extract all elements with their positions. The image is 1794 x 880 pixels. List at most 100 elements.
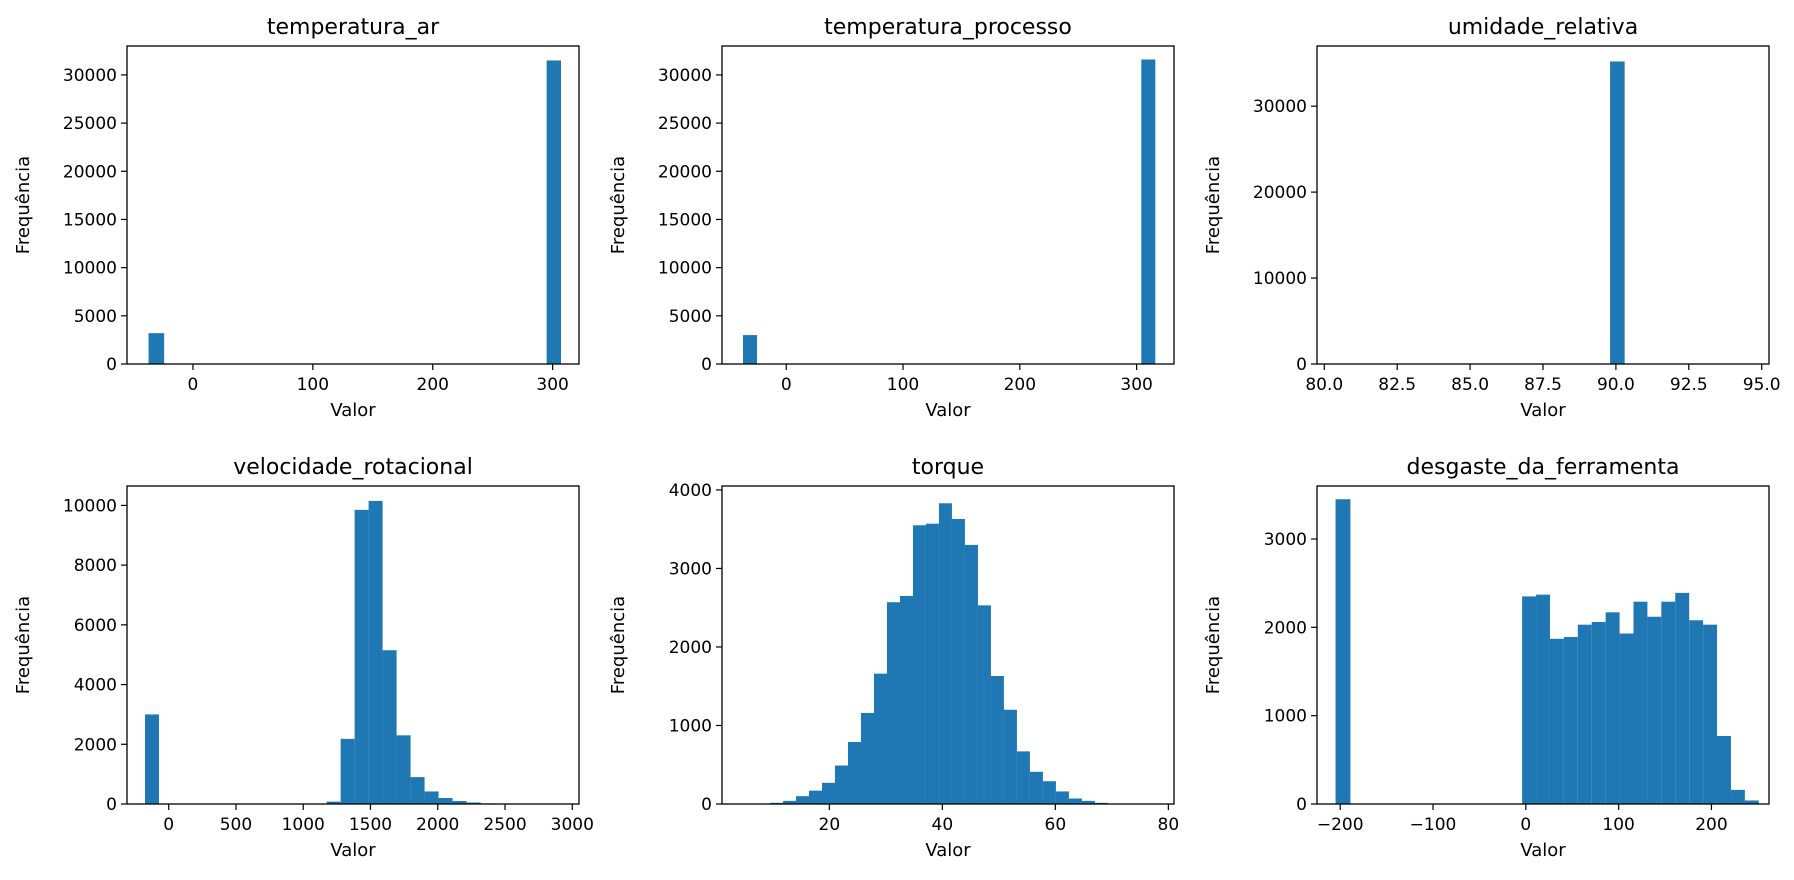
x-tick-label: 200 [1695,815,1727,835]
y-tick-label: 10000 [1253,269,1307,289]
histogram-bar [1689,620,1704,804]
y-tick-label: 0 [1296,795,1307,815]
subplot-title: umidade_relativa [1448,15,1638,40]
y-tick-label: 25000 [63,114,117,134]
x-tick-label: 85.0 [1451,375,1489,395]
subplot-temperatura_ar: 0 100 200 300 0 5000 10000 15000 20000 25000 30000… [13,15,580,421]
histogram-bar [964,544,978,804]
x-axis-label: Valor [330,840,376,861]
x-tick-label: 80 [1158,815,1180,835]
subplot-title: temperatura_processo [824,15,1072,40]
subplot-title: velocidade_rotacional [233,455,473,480]
histogram-bar [452,801,467,804]
axes-frame [721,485,1175,805]
histogram-bar [1703,624,1718,804]
histogram-bar [1563,637,1578,804]
axes-frame [126,485,580,805]
y-axis-label: Frequência [13,156,34,254]
histogram-bar [1003,709,1017,804]
x-tick-label: −200 [1317,815,1364,835]
x-axis-label: Valor [1520,840,1566,861]
histogram-bar [925,523,939,804]
y-axis-label: Frequência [1203,156,1224,254]
histogram-bar [990,676,1004,804]
y-tick-label: 0 [1296,355,1307,375]
histogram-bar [1536,594,1550,804]
x-tick-label: 3000 [551,815,594,835]
x-tick-label: 60 [1045,815,1067,835]
axes-frame [721,45,1175,365]
histogram-bar [1661,601,1676,804]
x-tick-label: 82.5 [1378,375,1416,395]
histogram-bar [326,801,341,804]
histogram-bar [1141,59,1156,365]
histogram-bar [438,798,453,804]
histogram-bar [1744,800,1759,804]
x-tick-label: 300 [1120,375,1152,395]
y-tick-label: 6000 [74,616,117,636]
histogram-bar [1619,633,1634,804]
y-tick-label: 0 [106,355,117,375]
y-tick-label: 0 [106,795,117,815]
x-tick-label: 2500 [483,815,526,835]
y-tick-label: 2000 [669,638,712,658]
histogram-bar [145,714,160,804]
histogram-bar [466,802,481,804]
histogram-bar [1730,789,1745,804]
histogram-bar [340,738,355,804]
histogram-bar [1055,791,1069,804]
histogram-bar [1577,624,1592,804]
y-tick-label: 3000 [1264,530,1307,550]
x-tick-label: 100 [297,375,329,395]
axes-frame [1316,45,1770,365]
x-axis-label: Valor [925,400,971,421]
x-tick-label: 500 [220,815,252,835]
subplot-desgaste_da_ferramenta: −200 −100 0 100 2000100020003000desgaste_da_… [1203,455,1770,861]
x-tick-label: 87.5 [1524,375,1562,395]
histogram-bar [796,796,810,804]
histogram-bar [951,518,965,804]
histogram-bar [424,791,439,804]
y-tick-label: 5000 [669,307,712,327]
y-tick-label: 30000 [658,66,712,86]
x-tick-label: 90.0 [1597,375,1635,395]
subplot-umidade_relativa: 80.0 82.5 85.0 87.5 90.0 92.5 95.0 0 10000 20000 3… [1203,15,1781,421]
y-tick-label: 2000 [1264,618,1307,638]
y-tick-label: 20000 [63,162,117,182]
x-tick-label: 2000 [416,815,459,835]
y-tick-label: 8000 [74,556,117,576]
x-tick-label: 80.0 [1305,375,1343,395]
x-axis-label: Valor [330,400,376,421]
subplot-title: temperatura_ar [267,15,440,40]
histogram-bar [1016,751,1030,804]
histogram-bar [873,673,887,804]
y-axis-label: Frequência [1203,596,1224,694]
y-tick-label: 20000 [658,162,712,182]
histogram-bar [1042,781,1056,804]
histogram-bar [1335,499,1351,804]
histogram-bar [1717,735,1731,804]
axes-frame [126,45,580,365]
y-tick-label: 0 [701,795,712,815]
y-tick-label: 4000 [74,676,117,696]
y-tick-label: 25000 [658,114,712,134]
histogram-bar [899,595,913,804]
histogram-bar [938,503,952,804]
x-tick-label: −100 [1410,815,1457,835]
x-tick-label: 0 [781,375,792,395]
x-axis-label: Valor [1520,400,1566,421]
x-tick-label: 200 [1004,375,1036,395]
histogram-bar [822,782,835,804]
y-axis-label: Frequência [608,156,629,254]
x-tick-label: 40 [932,815,954,835]
y-tick-label: 1000 [1264,707,1307,727]
histogram-bar [886,602,900,804]
histogram-bar [382,650,397,804]
y-tick-label: 4000 [669,481,712,501]
y-tick-label: 10000 [63,259,117,279]
histogram-bar [546,60,562,365]
histogram-bar [1081,800,1095,804]
y-tick-label: 10000 [658,259,712,279]
histogram-bar [860,712,874,804]
histogram-bar [1610,61,1625,364]
